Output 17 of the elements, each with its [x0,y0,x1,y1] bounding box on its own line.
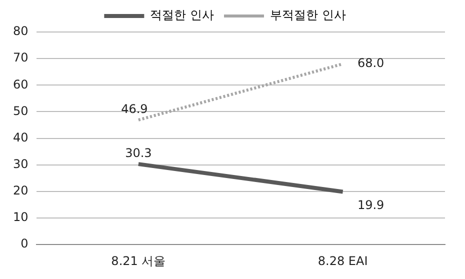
y-tick-label: 40 [12,130,28,144]
legend-label: 부적절한 인사 [270,8,346,22]
legend-label: 적절한 인사 [150,8,214,22]
x-tick-label: 8.21 서울 [111,254,166,268]
y-tick-label: 20 [12,184,28,198]
data-label: 68.0 [357,56,384,70]
y-tick-label: 0 [20,236,28,251]
data-label: 46.9 [121,102,148,116]
x-tick-label: 8.28 EAI [318,254,368,268]
y-tick-label: 70 [12,50,28,65]
y-tick-label: 10 [12,210,28,224]
data-label: 30.3 [125,146,152,160]
y-tick-label: 50 [12,104,28,118]
data-label: 19.9 [357,198,384,212]
y-tick-label: 80 [12,24,28,38]
y-tick-label: 30 [12,157,28,171]
y-tick-label: 60 [12,77,28,92]
